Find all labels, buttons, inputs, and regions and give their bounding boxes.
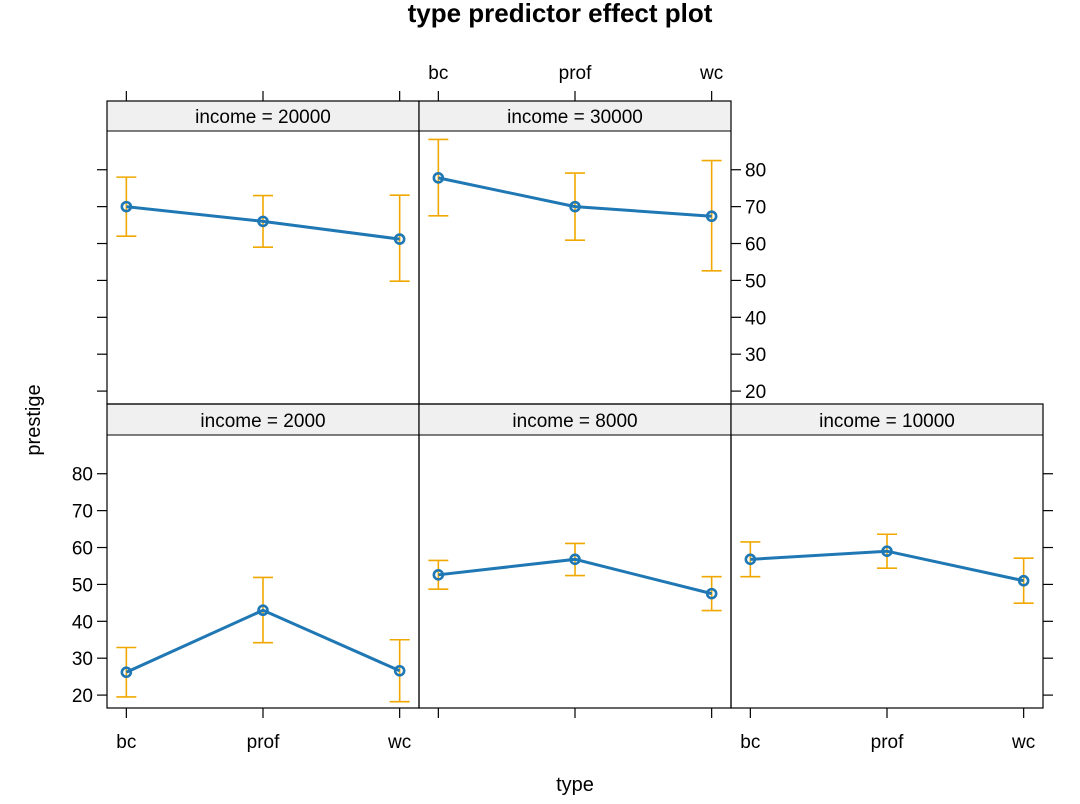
panel-p2000: income = 2000 [107, 404, 419, 708]
y-tick-label-right-top-60: 60 [745, 235, 766, 256]
x-tick-label-col3-bc: bc [740, 732, 760, 753]
x-tick-label-col2-top-wc: wc [699, 63, 723, 84]
strip-label-p20000: income = 20000 [195, 107, 331, 128]
x-tick-label-col2-top-bc: bc [428, 63, 448, 84]
effect-plot-chart: type predictor effect plot type prestige… [0, 0, 1080, 804]
y-tick-label-right-top-40: 40 [745, 308, 766, 329]
x-tick-label-col1-bc: bc [116, 732, 136, 753]
panel-p30000: income = 30000 [419, 101, 731, 404]
y-tick-label-right-top-50: 50 [745, 271, 766, 292]
panel-border-p2000 [107, 404, 419, 708]
chart-title: type predictor effect plot [408, 0, 713, 28]
y-axis-label: prestige [23, 384, 45, 455]
y-tick-label-right-top-80: 80 [745, 161, 766, 182]
y-tick-label-right-top-30: 30 [745, 345, 766, 366]
panel-border-p20000 [107, 101, 419, 404]
x-tick-label-col3-prof: prof [871, 732, 904, 753]
panels-layer: income = 2000 income = 8000 income = 10000… [72, 63, 1053, 753]
x-tick-label-col3-wc: wc [1011, 732, 1035, 753]
panel-p10000: income = 10000 [731, 404, 1043, 708]
y-tick-label-left-bottom-70: 70 [72, 502, 93, 523]
strip-label-p2000: income = 2000 [200, 411, 325, 432]
strip-label-p30000: income = 30000 [507, 107, 643, 128]
y-tick-label-right-top-20: 20 [745, 382, 766, 403]
y-tick-label-left-bottom-20: 20 [72, 686, 93, 707]
y-tick-label-left-bottom-40: 40 [72, 612, 93, 633]
x-tick-label-col2-top-prof: prof [559, 63, 592, 84]
x-tick-label-col1-prof: prof [247, 732, 280, 753]
y-tick-label-left-bottom-30: 30 [72, 649, 93, 670]
y-tick-label-left-bottom-60: 60 [72, 539, 93, 560]
strip-label-p8000: income = 8000 [512, 411, 637, 432]
x-axis-label: type [556, 774, 594, 796]
y-tick-label-left-bottom-80: 80 [72, 465, 93, 486]
strip-label-p10000: income = 10000 [819, 411, 955, 432]
x-tick-label-col1-wc: wc [387, 732, 411, 753]
y-tick-label-left-bottom-50: 50 [72, 575, 93, 596]
y-tick-label-right-top-70: 70 [745, 198, 766, 219]
panel-p8000: income = 8000 [419, 404, 731, 708]
panel-p20000: income = 20000 [107, 101, 419, 404]
panel-border-p30000 [419, 101, 731, 404]
